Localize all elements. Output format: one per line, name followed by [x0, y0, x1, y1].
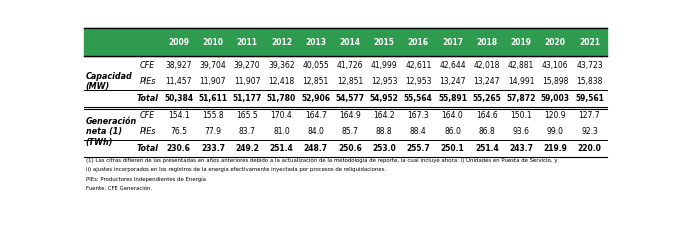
Text: 83.7: 83.7 [239, 127, 255, 136]
Text: 55,265: 55,265 [472, 94, 501, 103]
Text: 167.3: 167.3 [408, 110, 429, 120]
Text: 81.0: 81.0 [273, 127, 290, 136]
Text: 2009: 2009 [168, 38, 189, 47]
Text: Capacidad
(MW): Capacidad (MW) [86, 72, 133, 91]
Text: 2013: 2013 [305, 38, 326, 47]
Text: 88.8: 88.8 [376, 127, 392, 136]
Text: ii) ajustes incorporados en los registros de la energía efectivamente inyectada : ii) ajustes incorporados en los registro… [86, 167, 386, 172]
Text: 77.9: 77.9 [204, 127, 221, 136]
Text: 220.0: 220.0 [578, 144, 601, 153]
Text: 86.8: 86.8 [479, 127, 495, 136]
Text: 155.8: 155.8 [202, 110, 224, 120]
Text: 11,907: 11,907 [200, 77, 226, 86]
Text: 42,644: 42,644 [439, 61, 466, 70]
Text: 248.7: 248.7 [303, 144, 328, 153]
Text: 12,851: 12,851 [337, 77, 363, 86]
Text: 93.6: 93.6 [512, 127, 530, 136]
Text: 13,247: 13,247 [439, 77, 466, 86]
Text: 12,418: 12,418 [268, 77, 295, 86]
Text: (1) Las cifras difieren de las presentadas en años anteriores debido a la actual: (1) Las cifras difieren de las presentad… [86, 158, 557, 163]
Text: 55,564: 55,564 [404, 94, 433, 103]
Text: 54,952: 54,952 [369, 94, 398, 103]
Text: 41,726: 41,726 [336, 61, 363, 70]
Text: 38,927: 38,927 [165, 61, 192, 70]
Text: 164.6: 164.6 [476, 110, 497, 120]
Text: 255.7: 255.7 [406, 144, 430, 153]
Text: 250.6: 250.6 [338, 144, 362, 153]
Text: 42,018: 42,018 [474, 61, 500, 70]
Text: 2016: 2016 [408, 38, 429, 47]
Text: Generación
neta (1)
(TWh): Generación neta (1) (TWh) [86, 117, 137, 147]
Text: 12,851: 12,851 [303, 77, 329, 86]
Text: 2020: 2020 [545, 38, 565, 47]
Text: 85.7: 85.7 [342, 127, 359, 136]
Text: 59,003: 59,003 [541, 94, 570, 103]
Text: 165.5: 165.5 [237, 110, 258, 120]
Text: 11,907: 11,907 [234, 77, 260, 86]
Text: 39,270: 39,270 [234, 61, 260, 70]
Text: 250.1: 250.1 [441, 144, 464, 153]
Text: 2015: 2015 [373, 38, 394, 47]
Text: 12,953: 12,953 [371, 77, 398, 86]
Text: 50,384: 50,384 [164, 94, 193, 103]
Text: 2017: 2017 [442, 38, 463, 47]
Text: 15,838: 15,838 [576, 77, 603, 86]
Text: 41,999: 41,999 [371, 61, 398, 70]
Text: 230.6: 230.6 [166, 144, 191, 153]
Text: 84.0: 84.0 [307, 127, 324, 136]
Text: 2011: 2011 [237, 38, 257, 47]
Text: 76.5: 76.5 [170, 127, 187, 136]
Text: 2012: 2012 [271, 38, 292, 47]
Text: 2014: 2014 [339, 38, 361, 47]
Text: 99.0: 99.0 [547, 127, 563, 136]
Text: 54,577: 54,577 [335, 94, 365, 103]
Text: 120.9: 120.9 [545, 110, 566, 120]
Text: 92.3: 92.3 [581, 127, 598, 136]
Text: 233.7: 233.7 [201, 144, 225, 153]
Text: PIEs: Productores Independientes de Energía: PIEs: Productores Independientes de Ener… [86, 176, 206, 182]
Text: 251.4: 251.4 [475, 144, 499, 153]
Text: 57,872: 57,872 [506, 94, 536, 103]
Text: 154.1: 154.1 [168, 110, 189, 120]
Text: PIEs: PIEs [140, 127, 156, 136]
Text: 86.0: 86.0 [444, 127, 461, 136]
Text: 43,106: 43,106 [542, 61, 569, 70]
Text: 14,991: 14,991 [508, 77, 534, 86]
Text: 219.9: 219.9 [543, 144, 568, 153]
Text: 55,891: 55,891 [438, 94, 467, 103]
Text: 127.7: 127.7 [579, 110, 601, 120]
Text: 150.1: 150.1 [510, 110, 532, 120]
Text: PIEs: PIEs [140, 77, 156, 86]
Text: Fuente: CFE Generación.: Fuente: CFE Generación. [86, 186, 152, 191]
Text: 42,881: 42,881 [508, 61, 534, 70]
Text: 88.4: 88.4 [410, 127, 427, 136]
Text: 51,611: 51,611 [198, 94, 227, 103]
Text: 39,704: 39,704 [200, 61, 226, 70]
Text: 164.0: 164.0 [441, 110, 464, 120]
Text: 249.2: 249.2 [235, 144, 259, 153]
Text: 51,780: 51,780 [267, 94, 296, 103]
Text: 11,457: 11,457 [165, 77, 192, 86]
Text: CFE: CFE [140, 61, 155, 70]
Text: 164.9: 164.9 [339, 110, 361, 120]
Text: 2019: 2019 [510, 38, 532, 47]
Text: 43,723: 43,723 [576, 61, 603, 70]
Text: 164.2: 164.2 [373, 110, 395, 120]
Text: 40,055: 40,055 [302, 61, 329, 70]
Text: 2010: 2010 [202, 38, 223, 47]
Text: CFE: CFE [140, 110, 155, 120]
Text: 251.4: 251.4 [270, 144, 293, 153]
Text: Total: Total [137, 144, 158, 153]
Bar [84, 28, 607, 56]
Text: 13,247: 13,247 [474, 77, 500, 86]
Text: 42,611: 42,611 [405, 61, 431, 70]
Text: 170.4: 170.4 [270, 110, 293, 120]
Text: 164.7: 164.7 [305, 110, 326, 120]
Text: 12,953: 12,953 [405, 77, 431, 86]
Text: 243.7: 243.7 [509, 144, 533, 153]
Text: Total: Total [137, 94, 158, 103]
Text: 15,898: 15,898 [542, 77, 568, 86]
Text: 2021: 2021 [579, 38, 600, 47]
Text: 51,177: 51,177 [233, 94, 262, 103]
Text: 39,362: 39,362 [268, 61, 295, 70]
